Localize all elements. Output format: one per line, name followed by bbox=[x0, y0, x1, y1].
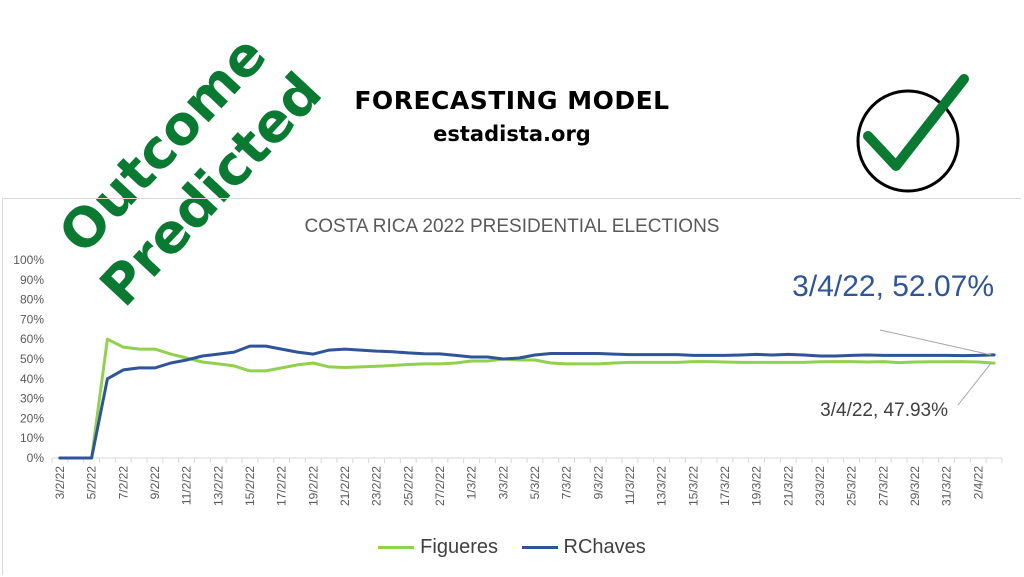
y-tick-label: 0% bbox=[27, 451, 45, 465]
series-line-figueres bbox=[58, 337, 996, 460]
x-tick-label: 13/3/22 bbox=[655, 466, 669, 506]
legend-item-figueres: Figueres bbox=[378, 536, 498, 559]
y-tick-label: 50% bbox=[20, 352, 44, 366]
x-tick-label: 2/4/22 bbox=[971, 466, 985, 500]
x-tick-label: 9/2/22 bbox=[148, 466, 162, 500]
x-tick-label: 13/2/22 bbox=[211, 466, 225, 506]
x-tick-label: 27/2/22 bbox=[433, 466, 447, 506]
legend-swatch-rchaves bbox=[521, 546, 558, 550]
y-tick-label: 60% bbox=[20, 332, 44, 346]
x-tick-label: 7/2/22 bbox=[116, 466, 130, 500]
check-circle-icon bbox=[856, 74, 969, 193]
x-tick-label: 23/2/22 bbox=[370, 466, 384, 506]
x-tick-label: 15/2/22 bbox=[243, 466, 257, 506]
x-tick-label: 25/3/22 bbox=[845, 466, 859, 506]
page-subtitle: estadista.org bbox=[433, 122, 591, 146]
x-tick-label: 25/2/22 bbox=[401, 466, 415, 506]
y-tick-label: 90% bbox=[20, 273, 44, 287]
y-tick-label: 10% bbox=[20, 431, 44, 445]
annotation-rchaves: 3/4/22, 52.07% bbox=[792, 270, 994, 303]
x-tick-label: 17/3/22 bbox=[718, 466, 732, 506]
x-tick-label: 27/3/22 bbox=[876, 466, 890, 506]
x-tick-label: 9/3/22 bbox=[591, 466, 605, 500]
annotation-leader-figueres bbox=[957, 362, 992, 406]
x-tick-label: 3/2/22 bbox=[53, 466, 67, 500]
y-tick-label: 70% bbox=[20, 312, 44, 326]
x-tick-label: 21/3/22 bbox=[781, 466, 795, 506]
x-tick-label: 17/2/22 bbox=[275, 466, 289, 506]
y-tick-label: 30% bbox=[20, 392, 44, 406]
legend-swatch-figueres bbox=[378, 546, 415, 550]
legend-label-figueres: Figueres bbox=[420, 536, 498, 558]
series-line-rchaves bbox=[58, 344, 996, 460]
x-tick-label: 23/3/22 bbox=[813, 466, 827, 506]
x-tick-label: 5/3/22 bbox=[528, 466, 542, 500]
x-tick-label: 19/2/22 bbox=[306, 466, 320, 506]
y-tick-label: 20% bbox=[20, 411, 44, 425]
y-tick-label: 100% bbox=[13, 253, 44, 267]
y-tick-label: 40% bbox=[20, 372, 44, 386]
x-tick-label: 11/2/22 bbox=[180, 466, 194, 505]
y-tick-label: 80% bbox=[20, 293, 44, 307]
page-title: FORECASTING MODEL bbox=[354, 86, 670, 115]
legend-item-rchaves: RChaves bbox=[521, 536, 646, 559]
x-tick-label: 11/3/22 bbox=[623, 466, 637, 505]
chart-frame bbox=[2, 198, 1021, 575]
chart-title: COSTA RICA 2022 PRESIDENTIAL ELECTIONS bbox=[304, 216, 720, 237]
x-tick-label: 19/3/22 bbox=[750, 466, 764, 506]
annotation-figueres: 3/4/22, 47.93% bbox=[820, 400, 948, 421]
legend-label-rchaves: RChaves bbox=[563, 536, 646, 558]
x-tick-label: 15/3/22 bbox=[686, 466, 700, 506]
chart-legend: Figueres RChaves bbox=[0, 536, 1024, 559]
x-tick-label: 1/3/22 bbox=[465, 466, 479, 500]
x-tick-label: 3/3/22 bbox=[496, 466, 510, 500]
x-tick-label: 31/3/22 bbox=[940, 466, 954, 506]
x-tick-label: 21/2/22 bbox=[338, 466, 352, 506]
x-tick-label: 29/3/22 bbox=[908, 466, 922, 506]
x-tick-label: 5/2/22 bbox=[85, 466, 99, 500]
annotation-leader-rchaves bbox=[879, 329, 992, 356]
x-tick-label: 7/3/22 bbox=[560, 466, 574, 500]
